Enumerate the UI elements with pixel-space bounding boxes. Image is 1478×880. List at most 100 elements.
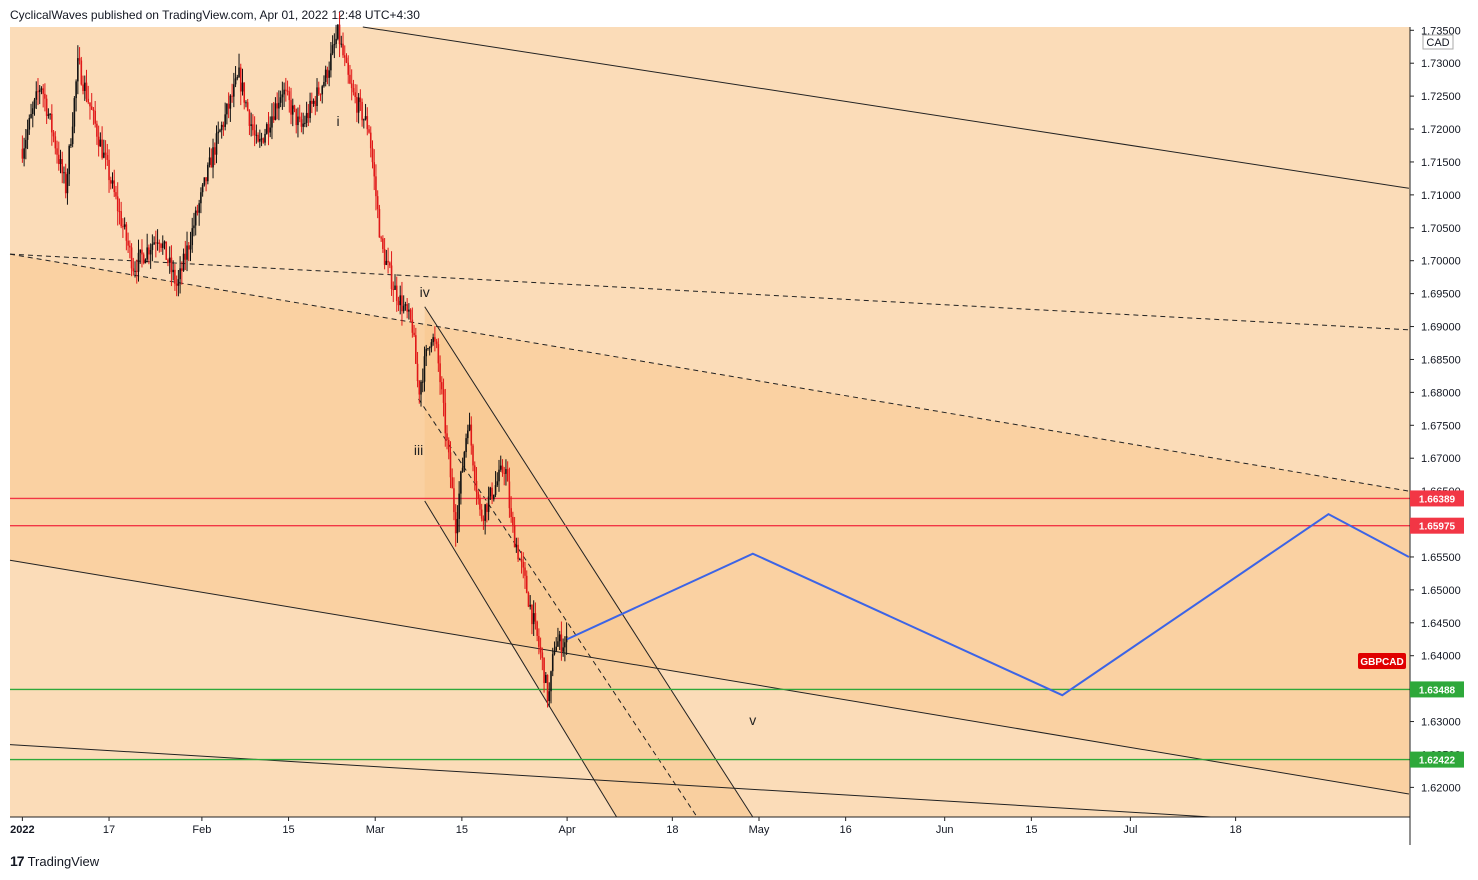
candle-body xyxy=(70,144,72,146)
candle-body xyxy=(415,335,417,364)
candle-body xyxy=(165,241,168,260)
x-tick-label: 18 xyxy=(666,824,678,836)
candle-body xyxy=(506,469,509,482)
candle-body xyxy=(451,477,454,489)
candle-body xyxy=(71,126,74,145)
candle-body xyxy=(116,196,119,212)
candle-body xyxy=(395,285,398,301)
candle-body xyxy=(460,471,462,494)
x-tick-label: 16 xyxy=(840,824,852,836)
x-tick-label: 18 xyxy=(1229,824,1241,836)
level-tag-label: 1.63488 xyxy=(1419,685,1456,696)
candle-body xyxy=(477,492,480,499)
candle-body xyxy=(168,257,171,263)
candle-body xyxy=(220,124,223,131)
candle-body xyxy=(130,247,133,269)
y-tick-label: 1.70000 xyxy=(1421,256,1461,268)
candle-body xyxy=(543,657,545,683)
candle-body xyxy=(78,58,81,61)
candle-body xyxy=(42,88,44,94)
y-tick-label: 1.64000 xyxy=(1421,651,1461,663)
candle-body xyxy=(340,43,343,45)
candle-body xyxy=(191,228,194,246)
candle-body xyxy=(175,283,178,286)
candle-body xyxy=(212,147,214,168)
x-tick-label: 2022 xyxy=(10,824,34,836)
candle-body xyxy=(26,129,29,140)
candle-body xyxy=(503,472,506,474)
candle-body xyxy=(73,98,76,127)
wave-label: iii xyxy=(414,442,423,458)
candle-body xyxy=(545,674,547,683)
candle-body xyxy=(276,103,278,109)
candle-body xyxy=(354,92,356,97)
candle-body xyxy=(442,389,445,403)
candle-body xyxy=(345,57,348,63)
candle-body xyxy=(368,129,370,133)
candle-body xyxy=(387,260,389,263)
candle-body xyxy=(487,496,490,512)
candle-body xyxy=(160,243,162,248)
candle-body xyxy=(63,172,65,174)
candle-body xyxy=(434,337,436,342)
candle-body xyxy=(144,259,147,264)
x-tick-label: Apr xyxy=(559,824,576,836)
candle-body xyxy=(89,102,91,107)
candle-body xyxy=(394,285,396,290)
candle-body xyxy=(229,95,232,109)
candle-body xyxy=(489,487,492,497)
candle-body xyxy=(45,98,48,116)
y-tick-label: 1.67000 xyxy=(1421,453,1461,465)
candle-body xyxy=(366,116,369,130)
candle-body xyxy=(208,157,211,165)
candle-body xyxy=(402,305,405,312)
candle-body xyxy=(286,90,289,92)
candle-body xyxy=(167,259,169,263)
x-tick-label: Jun xyxy=(936,824,954,836)
currency-box xyxy=(1422,34,1454,50)
candle-body xyxy=(484,504,486,521)
candle-body xyxy=(248,110,251,126)
candle-body xyxy=(482,518,485,521)
candle-body xyxy=(122,226,124,228)
trend-line-6 xyxy=(424,500,618,818)
y-tick-label: 1.69000 xyxy=(1421,322,1461,334)
candle-body xyxy=(82,84,84,91)
candle-body xyxy=(527,592,530,607)
candle-body xyxy=(316,87,318,107)
candle-body xyxy=(52,132,55,137)
footer-brand[interactable]: 17 TradingView xyxy=(10,853,99,869)
candle-body xyxy=(57,154,60,165)
candle-body xyxy=(49,113,51,115)
candle-body xyxy=(399,295,402,306)
wave-label: iv xyxy=(420,284,430,300)
candle-body xyxy=(493,494,495,500)
price-axis: 1.73500 1.73000 1.72500 1.72000 1.71500 1.710… xyxy=(1410,25,1461,794)
tradingview-brand: TradingView xyxy=(27,853,100,869)
trend-line-4 xyxy=(9,744,1211,818)
y-tick-label: 1.68000 xyxy=(1421,387,1461,399)
candle-body xyxy=(382,238,384,249)
y-tick-label: 1.72500 xyxy=(1421,91,1461,103)
candle-body xyxy=(66,174,69,194)
candle-body xyxy=(120,211,122,227)
candle-body xyxy=(468,424,471,431)
y-tick-label: 1.65500 xyxy=(1421,552,1461,564)
candle-body xyxy=(418,381,421,395)
candle-body xyxy=(307,112,310,119)
wave-label: i xyxy=(337,113,340,129)
candle-body xyxy=(300,119,303,127)
candle-body xyxy=(239,67,242,92)
candle-body xyxy=(456,518,459,534)
candle-body xyxy=(267,124,270,133)
symbol-tag: GBPCAD xyxy=(1358,653,1406,669)
candle-body xyxy=(215,133,218,155)
level-tag-box xyxy=(1410,681,1464,698)
candle-body xyxy=(85,82,88,99)
candle-body xyxy=(501,465,504,473)
candle-body xyxy=(290,100,292,115)
candle-body xyxy=(238,67,240,78)
candle-body xyxy=(350,83,353,89)
symbol-tag-box xyxy=(1358,653,1406,669)
